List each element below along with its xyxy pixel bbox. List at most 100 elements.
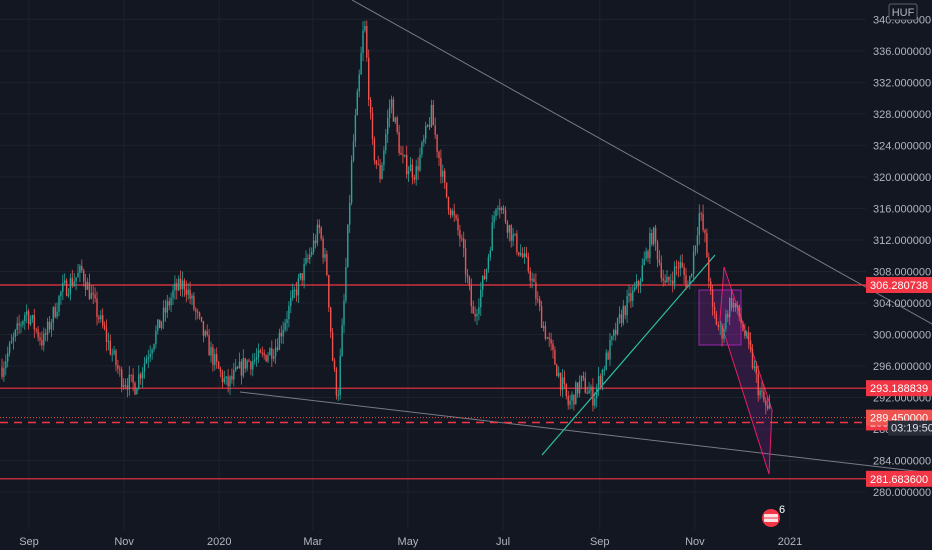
candle-body <box>734 303 737 308</box>
candle-body <box>254 359 256 361</box>
candle-body <box>352 141 355 161</box>
candle-body <box>715 313 718 325</box>
candle-body <box>415 166 417 180</box>
candle-body <box>96 298 98 317</box>
candle-body <box>394 117 396 122</box>
candle-body <box>309 254 311 260</box>
candle-body <box>10 340 13 344</box>
candle-body <box>255 357 258 360</box>
candle-body <box>141 371 144 379</box>
level-tag-label: 281.683600 <box>870 474 928 486</box>
candle-body <box>75 277 77 282</box>
candle-body <box>421 142 423 155</box>
lower-trend-line[interactable] <box>239 391 932 474</box>
candle-body <box>474 313 476 317</box>
candle-body <box>645 251 647 260</box>
candle-body <box>90 293 92 299</box>
candle-body <box>8 343 11 353</box>
candle-body <box>472 306 474 314</box>
candle-body <box>634 287 636 291</box>
upper-trend-line[interactable] <box>351 0 932 325</box>
candle-body <box>653 227 655 245</box>
candle-body <box>339 355 341 396</box>
candle-body <box>193 295 195 310</box>
currency-badge[interactable]: HUF <box>888 3 918 21</box>
candle-body <box>580 375 583 382</box>
candle-body <box>392 99 395 122</box>
candle-body <box>318 224 320 228</box>
candle-body <box>219 368 222 372</box>
candle-body <box>751 348 754 368</box>
candle-body <box>206 331 208 335</box>
candle-body <box>632 290 634 301</box>
candle-body <box>200 316 203 322</box>
candle-body <box>537 299 539 301</box>
candle-body <box>468 277 471 286</box>
candle-body <box>649 233 651 259</box>
candle-body <box>390 99 393 108</box>
candle-body <box>178 278 180 291</box>
candle-body <box>62 282 64 292</box>
event-marker-icon[interactable]: 6 <box>762 504 785 527</box>
candle-body <box>654 227 657 242</box>
price-tick-label: 316.000000 <box>873 203 931 215</box>
candle-body <box>607 352 609 360</box>
candle-body <box>337 395 339 397</box>
candle-body <box>1 367 3 377</box>
candle-body <box>447 197 450 210</box>
time-axis[interactable]: Sep Nov 2020 Mar May Jul Sep Nov 2021 <box>19 536 802 548</box>
level-tag-label: 306.280738 <box>870 280 928 292</box>
candle-body <box>689 276 691 285</box>
candle-body <box>438 151 440 159</box>
price-axis[interactable]: 280.000000284.000000288.000000292.000000… <box>873 14 931 499</box>
candle-body <box>60 291 62 297</box>
candle-body <box>552 343 554 350</box>
candle-body <box>385 134 387 151</box>
candle-body <box>197 311 199 313</box>
candle-body <box>263 353 265 355</box>
candle-body <box>466 274 469 278</box>
candle-body <box>151 349 153 354</box>
candle-body <box>3 368 5 377</box>
time-tick-label: Mar <box>303 536 322 548</box>
horizontal-levels[interactable] <box>0 284 866 480</box>
candle-body <box>501 207 503 211</box>
candle-body <box>299 273 301 279</box>
price-tick-label: 312.000000 <box>873 235 931 247</box>
candle-body <box>482 275 484 290</box>
candle-body <box>231 376 233 380</box>
candle-body <box>244 358 246 369</box>
candle-body <box>436 134 438 152</box>
candle-body <box>221 371 224 383</box>
candle-body <box>423 138 425 143</box>
candle-body <box>271 348 273 359</box>
candle-body <box>539 299 541 307</box>
candle-body <box>343 300 345 325</box>
time-tick-label: 2020 <box>207 536 231 548</box>
candle-body <box>721 325 723 339</box>
candle-body <box>12 336 15 341</box>
candle-body <box>307 258 309 260</box>
candle-body <box>37 329 39 338</box>
candle-body <box>189 289 191 299</box>
candle-body <box>102 315 104 326</box>
candle-body <box>426 124 429 127</box>
candle-body <box>295 289 298 296</box>
candle-body <box>616 317 619 335</box>
candle-body <box>696 235 699 246</box>
candle-body <box>335 369 338 396</box>
candle-body <box>647 251 649 259</box>
candle-body <box>556 364 558 377</box>
candle-body <box>567 396 569 405</box>
candle-body <box>155 330 157 345</box>
candle-body <box>14 329 16 337</box>
candle-body <box>700 213 702 215</box>
candle-body <box>347 224 349 267</box>
candle-body <box>366 25 368 58</box>
candle-body <box>160 321 163 329</box>
price-tick-label: 308.000000 <box>873 266 931 278</box>
candle-body <box>510 225 512 241</box>
candle-body <box>470 285 472 307</box>
time-tick-label: 2021 <box>778 536 802 548</box>
